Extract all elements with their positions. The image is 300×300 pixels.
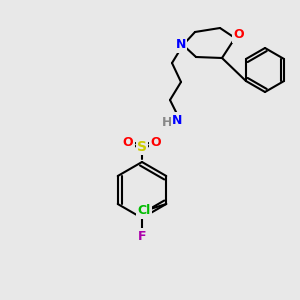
Text: S: S bbox=[137, 140, 147, 154]
Text: H: H bbox=[162, 116, 172, 130]
Text: F: F bbox=[138, 230, 146, 242]
Text: O: O bbox=[234, 28, 244, 41]
Text: Cl: Cl bbox=[138, 205, 151, 218]
Text: N: N bbox=[176, 38, 186, 52]
Text: O: O bbox=[151, 136, 161, 149]
Text: N: N bbox=[172, 113, 182, 127]
Text: O: O bbox=[123, 136, 133, 149]
